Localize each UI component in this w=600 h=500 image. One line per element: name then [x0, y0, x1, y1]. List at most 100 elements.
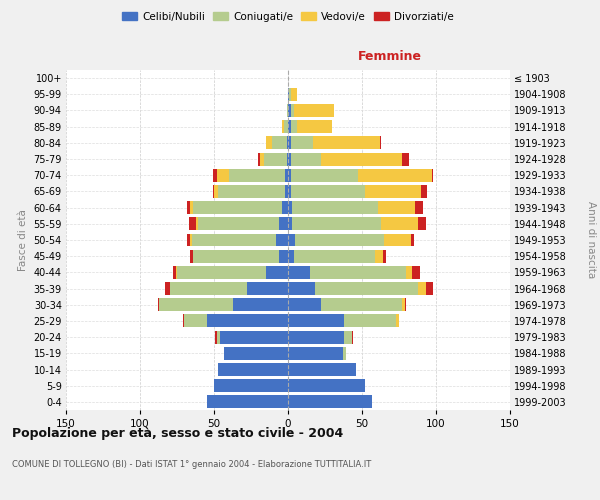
Bar [431, 169, 433, 181]
Bar [288, 218, 292, 230]
Bar [291, 104, 294, 117]
Bar [189, 218, 196, 230]
Bar [402, 298, 405, 311]
Bar [266, 136, 272, 149]
Bar [384, 234, 411, 246]
Bar [287, 104, 288, 117]
Bar [418, 282, 425, 295]
Bar [288, 379, 365, 392]
Bar [279, 250, 288, 262]
Bar [190, 234, 192, 246]
Bar [288, 298, 320, 311]
Bar [198, 218, 279, 230]
Bar [215, 330, 217, 344]
Bar [247, 282, 288, 295]
Bar [170, 282, 247, 295]
Bar [193, 250, 279, 262]
Bar [291, 120, 297, 133]
Bar [279, 218, 288, 230]
Text: Popolazione per età, sesso e stato civile - 2004: Popolazione per età, sesso e stato civil… [12, 428, 343, 440]
Bar [190, 250, 193, 262]
Bar [220, 330, 288, 344]
Bar [291, 185, 365, 198]
Bar [288, 120, 291, 133]
Bar [288, 88, 289, 101]
Bar [291, 152, 320, 166]
Legend: Celibi/Nubili, Coniugati/e, Vedovi/e, Divorziati/e: Celibi/Nubili, Coniugati/e, Vedovi/e, Di… [118, 8, 458, 26]
Bar [218, 363, 288, 376]
Bar [187, 234, 190, 246]
Bar [212, 169, 217, 181]
Bar [291, 169, 358, 181]
Bar [266, 266, 288, 279]
Bar [405, 298, 406, 311]
Bar [310, 266, 406, 279]
Bar [406, 266, 412, 279]
Bar [396, 314, 399, 328]
Bar [288, 169, 291, 181]
Bar [272, 136, 287, 149]
Bar [158, 298, 159, 311]
Bar [206, 314, 288, 328]
Bar [411, 234, 414, 246]
Bar [402, 152, 409, 166]
Bar [288, 396, 373, 408]
Bar [288, 330, 344, 344]
Bar [276, 234, 288, 246]
Bar [378, 201, 415, 214]
Bar [288, 136, 291, 149]
Text: Femmine: Femmine [358, 50, 422, 63]
Bar [418, 218, 425, 230]
Bar [313, 136, 380, 149]
Bar [381, 218, 418, 230]
Bar [415, 201, 422, 214]
Bar [187, 201, 190, 214]
Bar [343, 347, 346, 360]
Bar [295, 234, 384, 246]
Bar [294, 250, 376, 262]
Bar [218, 185, 285, 198]
Bar [233, 298, 288, 311]
Bar [358, 169, 431, 181]
Bar [320, 298, 402, 311]
Bar [365, 185, 421, 198]
Bar [294, 104, 334, 117]
Bar [289, 88, 291, 101]
Bar [287, 136, 288, 149]
Y-axis label: Fasce di età: Fasce di età [18, 209, 28, 271]
Bar [288, 104, 291, 117]
Bar [265, 152, 287, 166]
Bar [344, 314, 396, 328]
Bar [291, 88, 297, 101]
Bar [229, 169, 285, 181]
Bar [297, 120, 332, 133]
Bar [284, 120, 288, 133]
Bar [288, 201, 292, 214]
Bar [212, 185, 214, 198]
Bar [288, 266, 310, 279]
Bar [352, 330, 353, 344]
Bar [217, 330, 220, 344]
Bar [192, 234, 276, 246]
Bar [288, 185, 291, 198]
Bar [282, 201, 288, 214]
Bar [288, 250, 294, 262]
Bar [214, 185, 218, 198]
Bar [224, 347, 288, 360]
Bar [344, 330, 352, 344]
Bar [260, 152, 265, 166]
Bar [425, 282, 433, 295]
Bar [288, 234, 295, 246]
Bar [287, 152, 288, 166]
Bar [288, 363, 356, 376]
Bar [314, 282, 418, 295]
Bar [184, 314, 206, 328]
Bar [288, 347, 343, 360]
Bar [376, 250, 383, 262]
Bar [214, 379, 288, 392]
Bar [193, 201, 282, 214]
Bar [285, 169, 288, 181]
Bar [282, 120, 284, 133]
Bar [292, 218, 381, 230]
Bar [421, 185, 427, 198]
